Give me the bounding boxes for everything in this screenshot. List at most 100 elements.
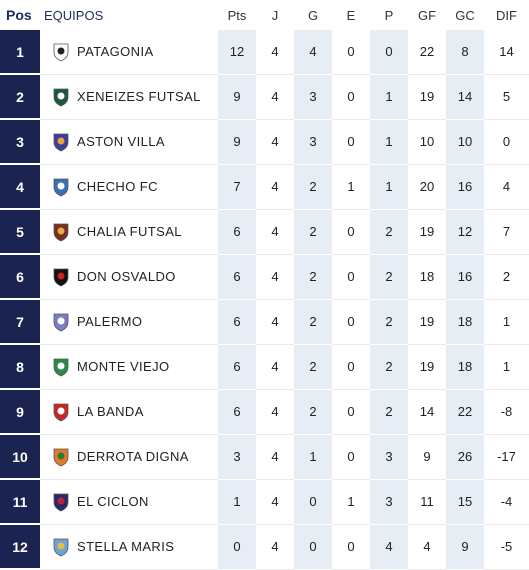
team-info: EL CICLON [40,480,218,523]
header-dif[interactable]: DIF [496,7,517,23]
team-name[interactable]: PALERMO [77,314,143,329]
team-cell: PATAGONIA [40,30,218,75]
team-info: PALERMO [40,300,218,343]
header-gf[interactable]: GF [417,7,437,23]
goal-difference-cell: 14 [484,30,529,75]
won-cell: 2 [294,389,332,435]
team-name[interactable]: ASTON VILLA [77,134,165,149]
team-crest-icon [53,403,69,421]
table-row[interactable]: 1 PATAGONIA 12 4 4 0 0 22 8 14 [0,30,529,75]
points-cell: 6 [218,209,256,255]
lost-cell: 2 [370,299,408,345]
goals-against-cell: 15 [446,479,484,525]
played-cell: 4 [256,164,294,210]
table-row[interactable]: 8 MONTE VIEJO 6 4 2 0 2 19 18 1 [0,344,529,390]
position-cell: 7 [0,299,40,345]
goals-for-cell: 19 [408,209,446,255]
table-row[interactable]: 5 CHALIA FUTSAL 6 4 2 0 2 19 12 7 [0,209,529,255]
played-cell: 4 [256,524,294,570]
team-cell: CHALIA FUTSAL [40,209,218,255]
team-cell: STELLA MARIS [40,524,218,570]
goal-difference-cell: -5 [484,524,529,570]
table-row[interactable]: 6 DON OSVALDO 6 4 2 0 2 18 16 2 [0,254,529,300]
points-cell: 9 [218,119,256,165]
goals-against-cell: 18 [446,344,484,390]
points-cell: 0 [218,524,256,570]
won-cell: 3 [294,119,332,165]
position-cell: 10 [0,434,40,480]
team-name[interactable]: MONTE VIEJO [77,359,170,374]
team-cell: DON OSVALDO [40,254,218,300]
team-name[interactable]: LA BANDA [77,404,144,419]
goals-for-cell: 11 [408,479,446,525]
team-name[interactable]: PATAGONIA [77,44,154,60]
drawn-cell: 0 [332,74,370,120]
header-pos[interactable]: Pos [6,7,32,23]
team-name[interactable]: XENEIZES FUTSAL [77,89,201,104]
team-name[interactable]: DON OSVALDO [77,269,176,284]
position-cell: 9 [0,389,40,435]
goals-against-cell: 8 [446,30,484,75]
team-name[interactable]: CHECHO FC [77,179,158,194]
points-cell: 6 [218,389,256,435]
table-row[interactable]: 4 CHECHO FC 7 4 2 1 1 20 16 4 [0,164,529,210]
header-p[interactable]: P [384,7,394,23]
won-cell: 2 [294,344,332,390]
team-name[interactable]: CHALIA FUTSAL [77,224,182,239]
table-row[interactable]: 10 DERROTA DIGNA 3 4 1 0 3 9 26 -17 [0,434,529,480]
team-cell: LA BANDA [40,389,218,435]
drawn-cell: 0 [332,254,370,300]
points-cell: 3 [218,434,256,480]
team-cell: CHECHO FC [40,164,218,210]
drawn-cell: 1 [332,164,370,210]
points-cell: 7 [218,164,256,210]
header-pts[interactable]: Pts [227,7,247,23]
team-name[interactable]: EL CICLON [77,494,149,509]
played-cell: 4 [256,299,294,345]
header-g[interactable]: G [307,7,319,23]
team-crest-icon [53,313,69,331]
team-cell: ASTON VILLA [40,119,218,165]
table-row[interactable]: 3 ASTON VILLA 9 4 3 0 1 10 10 0 [0,119,529,165]
goals-for-cell: 19 [408,344,446,390]
header-j[interactable]: J [271,7,279,23]
won-cell: 2 [294,254,332,300]
team-cell: EL CICLON [40,479,218,525]
points-cell: 6 [218,299,256,345]
points-cell: 1 [218,479,256,525]
table-row[interactable]: 12 STELLA MARIS 0 4 0 0 4 4 9 -5 [0,524,529,570]
goal-difference-cell: 2 [484,254,529,300]
lost-cell: 3 [370,434,408,480]
team-crest-icon [53,43,69,62]
played-cell: 4 [256,30,294,75]
goals-for-cell: 10 [408,119,446,165]
table-row[interactable]: 11 EL CICLON 1 4 0 1 3 11 15 -4 [0,479,529,525]
goal-difference-cell: 7 [484,209,529,255]
drawn-cell: 0 [332,524,370,570]
won-cell: 3 [294,74,332,120]
header-gc[interactable]: GC [455,7,475,23]
played-cell: 4 [256,389,294,435]
position-cell: 4 [0,164,40,210]
goals-against-cell: 26 [446,434,484,480]
drawn-cell: 0 [332,299,370,345]
goal-difference-cell: -17 [484,434,529,480]
goals-against-cell: 14 [446,74,484,120]
team-info: MONTE VIEJO [40,345,218,388]
played-cell: 4 [256,254,294,300]
points-cell: 9 [218,74,256,120]
header-team[interactable]: EQUIPOS [44,7,104,23]
table-row[interactable]: 7 PALERMO 6 4 2 0 2 19 18 1 [0,299,529,345]
drawn-cell: 1 [332,479,370,525]
header-row: Pos EQUIPOS Pts J G E P GF GC DIF [0,0,529,30]
won-cell: 2 [294,299,332,345]
table-row[interactable]: 9 LA BANDA 6 4 2 0 2 14 22 -8 [0,389,529,435]
team-name[interactable]: STELLA MARIS [77,539,175,554]
table-row[interactable]: 2 XENEIZES FUTSAL 9 4 3 0 1 19 14 5 [0,74,529,120]
header-e[interactable]: E [346,7,356,23]
drawn-cell: 0 [332,209,370,255]
goals-against-cell: 9 [446,524,484,570]
lost-cell: 4 [370,524,408,570]
team-name[interactable]: DERROTA DIGNA [77,449,189,464]
